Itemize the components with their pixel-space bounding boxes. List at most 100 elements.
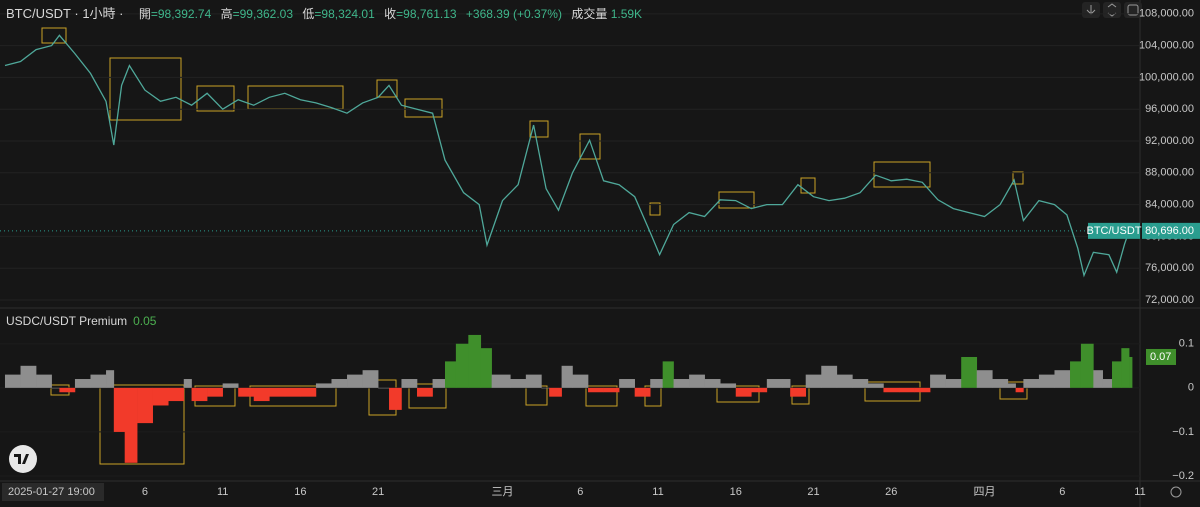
premium-bar [673, 379, 690, 388]
premium-bar [588, 387, 604, 393]
premium-bar [510, 379, 527, 388]
premium-bar [432, 379, 446, 388]
logo [9, 445, 37, 473]
box [529, 120, 549, 138]
field-value: =98,761.13 [396, 7, 457, 21]
premium-bar [930, 374, 946, 388]
premium-bar [751, 387, 768, 393]
toolbar-icons[interactable] [1082, 2, 1142, 18]
premium-bar [735, 387, 752, 397]
indicator-name: USDC/USDT Premium [6, 314, 128, 328]
premium-bar [36, 374, 52, 388]
premium-bar [790, 387, 807, 397]
x-tick-label: 11 [652, 486, 663, 498]
premium-bar [4, 374, 21, 388]
field-value: =98,392.74 [150, 7, 212, 21]
premium-bar [168, 387, 185, 402]
volume-value: 1.59K [610, 7, 643, 21]
start-label-box [2, 483, 104, 501]
box [99, 384, 185, 465]
premium-bar [1121, 348, 1130, 388]
premium-bar [634, 387, 651, 397]
premium-bar [1023, 379, 1040, 388]
premium-bar [207, 387, 223, 397]
series-tag-box [1088, 222, 1140, 239]
premium-bar [1015, 387, 1024, 393]
last-price-box [1142, 222, 1200, 239]
field-label: 收 [384, 7, 397, 21]
start-label: 2025-01-27 19:00 [8, 486, 95, 498]
premium-bar [455, 343, 469, 388]
premium-bar [821, 365, 838, 388]
premium-bar [1093, 370, 1103, 388]
change: +368.39 (+0.37%) [465, 7, 562, 21]
field-value: =99,362.03 [232, 7, 294, 21]
premium-bar [572, 374, 589, 388]
field-label: 高 [220, 7, 233, 21]
premium-bar [836, 374, 853, 388]
x-tick-label: 16 [730, 486, 742, 498]
box [999, 381, 1028, 400]
y-tick-label: 76,000.00 [1145, 262, 1194, 274]
symbol: BTC/USDT · 1小時 · [6, 6, 124, 21]
logo-circle [9, 445, 37, 473]
premium-bar [704, 379, 721, 388]
y-tick-label: 84,000.00 [1145, 199, 1194, 211]
premium-bar [852, 379, 869, 388]
premium-bar [152, 387, 169, 406]
y-tick-label: −0.1 [1172, 426, 1194, 438]
box [716, 385, 760, 403]
x-tick-label: 11 [217, 486, 228, 498]
premium-bar [378, 387, 390, 389]
premium-bar [90, 374, 107, 388]
premium-bar [401, 379, 418, 388]
premium-bar [867, 383, 884, 388]
premium-bar [1102, 379, 1113, 388]
premium-header: USDC/USDT Premium 0.05 [6, 314, 156, 328]
x-tick-label: 21 [807, 486, 819, 498]
pane [0, 334, 1140, 477]
premium-bar [976, 370, 993, 388]
y-tick-label: 100,000.00 [1139, 71, 1194, 83]
box [196, 85, 235, 112]
series-tag: BTC/USDT [1087, 225, 1142, 237]
x-tick-label: 21 [372, 486, 384, 498]
premium-bar [961, 356, 978, 388]
premium-bar [59, 387, 76, 393]
y-tick-label: 104,000.00 [1139, 40, 1194, 52]
premium-bar [468, 334, 482, 388]
premium-bar [1007, 383, 1016, 388]
box [649, 202, 661, 216]
field-value: =98,324.01 [314, 7, 375, 21]
premium-bar [389, 387, 402, 410]
logo-mark [14, 454, 29, 464]
x-tick-label: 6 [1059, 486, 1065, 498]
premium-bar [541, 387, 550, 389]
x-tick-label: 16 [294, 486, 306, 498]
x-tick-label: 6 [577, 486, 583, 498]
pane [0, 13, 1140, 301]
settings-icon[interactable] [1170, 486, 1182, 498]
last-value-label: 0.07 [1150, 351, 1171, 363]
premium-bar [662, 361, 674, 388]
premium-bar [945, 379, 962, 388]
x-tick-label: 26 [885, 486, 897, 498]
premium-bar [417, 387, 433, 397]
premium-bar [883, 387, 900, 393]
box [376, 79, 398, 98]
box [579, 133, 601, 160]
premium-bar [650, 379, 663, 388]
premium-bar [805, 374, 822, 388]
premium-bar [1054, 370, 1071, 388]
premium-bar [183, 379, 192, 388]
y-tick-label: −0.2 [1172, 470, 1194, 482]
premium-bar [347, 374, 363, 388]
premium-bar [619, 379, 635, 388]
premium-bar [1112, 361, 1122, 388]
last-price-label: 80,696.00 [1145, 225, 1194, 237]
field-label: 開 [138, 7, 151, 21]
premium-bar [331, 379, 348, 388]
premium-bar [720, 383, 737, 388]
